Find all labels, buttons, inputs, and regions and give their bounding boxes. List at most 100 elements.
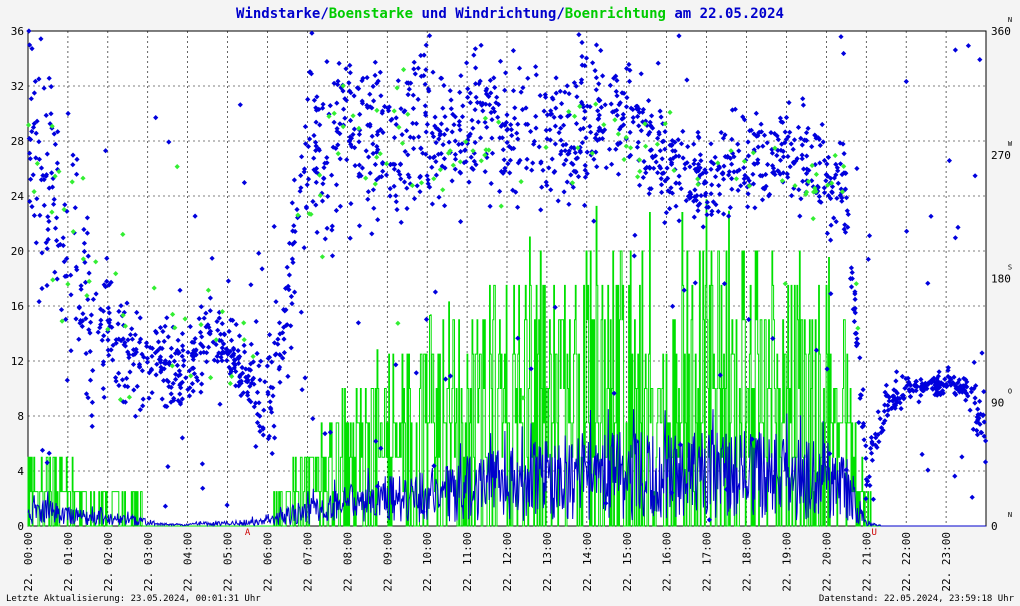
direction-point bbox=[207, 328, 214, 334]
direction-point bbox=[549, 156, 555, 162]
direction-point bbox=[303, 205, 310, 211]
gust-direction-point bbox=[356, 125, 362, 131]
direction-point bbox=[488, 180, 494, 187]
direction-point bbox=[647, 129, 653, 135]
direction-point bbox=[967, 407, 973, 413]
direction-point bbox=[645, 131, 651, 138]
direction-point bbox=[694, 165, 701, 171]
gust-direction-point bbox=[750, 150, 756, 156]
direction-point bbox=[118, 338, 124, 344]
gust-direction-point bbox=[431, 176, 437, 182]
direction-point bbox=[841, 50, 847, 57]
direction-point bbox=[76, 304, 82, 310]
direction-point bbox=[918, 384, 924, 390]
direction-point bbox=[895, 395, 901, 401]
direction-point bbox=[857, 355, 863, 361]
gust-direction-point bbox=[122, 323, 128, 329]
direction-point bbox=[606, 146, 613, 152]
direction-point bbox=[99, 337, 105, 343]
direction-point bbox=[931, 375, 937, 381]
direction-point bbox=[543, 94, 549, 100]
direction-point bbox=[444, 127, 450, 133]
direction-point bbox=[137, 364, 143, 370]
direction-point bbox=[402, 148, 408, 155]
x-tick-label: 22. 05:00 bbox=[222, 532, 235, 592]
gust-direction-point bbox=[575, 145, 581, 151]
direction-point bbox=[609, 161, 615, 167]
direction-point bbox=[697, 152, 703, 158]
direction-point bbox=[508, 127, 514, 133]
y-right-tick-label: 90 bbox=[991, 396, 1004, 409]
compass-label: N bbox=[1008, 511, 1012, 519]
direction-point bbox=[49, 170, 55, 176]
direction-point bbox=[276, 320, 283, 326]
direction-point bbox=[241, 342, 247, 348]
direction-point bbox=[319, 190, 325, 196]
gust-direction-point bbox=[470, 148, 476, 154]
direction-point bbox=[799, 152, 805, 158]
direction-point bbox=[913, 379, 919, 385]
direction-point bbox=[423, 42, 429, 48]
direction-point bbox=[84, 215, 90, 221]
direction-point bbox=[923, 383, 929, 389]
direction-point bbox=[192, 213, 198, 219]
gust-direction-point bbox=[69, 179, 75, 185]
direction-point bbox=[816, 193, 822, 200]
direction-point bbox=[304, 182, 310, 188]
direction-point bbox=[298, 185, 304, 191]
direction-point bbox=[955, 224, 961, 230]
direction-point bbox=[407, 181, 413, 187]
direction-point bbox=[311, 155, 317, 161]
direction-point bbox=[85, 253, 91, 259]
direction-point bbox=[700, 170, 706, 176]
direction-point bbox=[922, 380, 928, 386]
direction-point bbox=[543, 179, 549, 185]
title-part-windstarke: Windstarke bbox=[236, 6, 320, 22]
direction-point bbox=[691, 214, 697, 220]
direction-point bbox=[741, 176, 747, 182]
direction-point bbox=[284, 264, 290, 270]
gust-direction-point bbox=[188, 373, 194, 379]
direction-point bbox=[265, 391, 271, 397]
gust-direction-point bbox=[219, 309, 225, 315]
direction-point bbox=[277, 352, 283, 358]
direction-point bbox=[504, 127, 510, 133]
direction-point bbox=[708, 159, 714, 165]
direction-point bbox=[544, 182, 550, 188]
direction-point bbox=[356, 171, 362, 177]
direction-point bbox=[27, 156, 33, 162]
direction-point bbox=[51, 201, 57, 207]
direction-point bbox=[269, 359, 275, 365]
direction-point bbox=[972, 173, 978, 179]
direction-point bbox=[36, 139, 42, 145]
direction-point bbox=[63, 316, 69, 322]
gust-direction-point bbox=[457, 159, 463, 165]
gust-direction-point bbox=[715, 160, 721, 166]
direction-point bbox=[704, 199, 710, 205]
direction-point bbox=[708, 166, 714, 172]
direction-point bbox=[867, 482, 873, 489]
direction-point bbox=[680, 128, 686, 134]
direction-point bbox=[619, 116, 625, 122]
direction-point bbox=[466, 133, 472, 139]
direction-point bbox=[398, 176, 404, 182]
direction-point bbox=[708, 211, 715, 218]
direction-point bbox=[28, 176, 34, 182]
direction-point bbox=[154, 361, 160, 367]
direction-point bbox=[356, 223, 363, 229]
direction-point bbox=[438, 151, 444, 157]
direction-point bbox=[473, 81, 479, 87]
gust-direction-point bbox=[612, 117, 618, 123]
direction-point bbox=[484, 124, 490, 130]
direction-point bbox=[510, 48, 516, 54]
direction-point bbox=[44, 282, 50, 289]
direction-point bbox=[938, 380, 944, 386]
direction-point bbox=[502, 87, 508, 93]
direction-point bbox=[561, 161, 567, 167]
direction-point bbox=[364, 102, 370, 108]
direction-point bbox=[598, 104, 604, 110]
x-tick-label: 22. 09:00 bbox=[381, 532, 394, 592]
gust-direction-point bbox=[391, 108, 397, 114]
x-tick-label: 22. 13:00 bbox=[541, 532, 554, 592]
direction-point bbox=[351, 126, 357, 132]
